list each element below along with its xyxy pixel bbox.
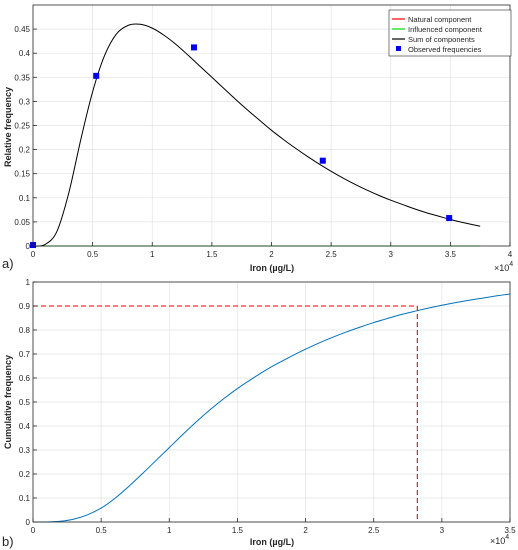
panel-a-y-tick-label-0: 0 [26,242,31,251]
panel-a: 0 0.5 1 1.5 2 2.5 3 3.5 4 0 0.05 0.1 0.15 0.2 0.25 0.3 0… [2,4,513,273]
panel-a-label: a) [2,256,14,271]
panel-b-y-tick-label-9: 0.9 [19,302,31,311]
panel-a-y-tick-label-3: 0.15 [14,170,30,179]
panel-a-x-axis-label: Iron (µg/L) [250,263,294,273]
panel-a-x-tick-label-5: 2.5 [326,250,338,259]
panel-a-x-tick-label-3: 1.5 [206,250,218,259]
panel-a-y-axis-label: Relative frequency [3,87,13,167]
legend-item-influenced: Influenced component [408,25,483,34]
panel-a-x-tick-label-4: 2 [269,250,274,259]
observed-frequency-point [446,215,453,222]
sum-of-components-line [32,23,481,247]
panel-b-x-tick-label-6: 3 [440,526,445,535]
panel-b-y-axis-label: Cumulative frequency [3,355,13,449]
panel-a-y-tick-label-8: 0.4 [19,49,31,58]
panel-b-y-tick-label-1: 0.1 [19,494,31,503]
panel-a-x-tick-label-8: 4 [508,250,513,259]
panel-a-y-tick-label-5: 0.25 [14,122,30,131]
panel-b-y-tick-label-5: 0.5 [19,398,31,407]
observed-frequency-point [93,72,100,79]
panel-b-label: b) [2,534,14,549]
panel-a-x-tick-label-2: 1 [150,250,155,259]
panel-b-x-tick-label-0: 0 [31,526,36,535]
legend-box [388,9,512,57]
panel-a-y-tick-label-7: 0.35 [14,73,30,82]
panel-b-y-tick-label-7: 0.7 [19,350,31,359]
panel-b-y-tick-label-4: 0.4 [19,422,31,431]
panel-a-plot [30,23,481,249]
panel-b-grid [32,281,511,523]
panel-b-y-tick-label-6: 0.6 [19,374,31,383]
panel-b-y-tick-label-0: 0 [26,518,31,527]
panel-a-axes: 0 0.5 1 1.5 2 2.5 3 3.5 4 0 0.05 0.1 0.15 0.2 0.25 0.3 0… [14,4,513,259]
panel-a-y-tick-label-6: 0.3 [19,97,31,106]
panel-a-legend: Natural component Influenced component S… [388,9,512,57]
panel-a-x-exponent: ×104 [494,261,513,273]
panel-b: 0 0.5 1 1.5 2 2.5 3 3.5 0 0.1 0.2 0.3 0.4 0.5 0.6 0.7 0.… [2,278,516,549]
panel-b-x-tick-label-5: 2.5 [368,526,380,535]
observed-frequency-point [190,44,197,51]
panel-b-x-tick-label-4: 2 [303,526,308,535]
legend-item-natural: Natural component [408,15,472,24]
panel-b-x-axis-label: Iron (µg/L) [250,537,294,547]
panel-a-x-tick-label-0: 0 [31,250,36,259]
panel-b-y-tick-label-8: 0.8 [19,326,31,335]
panel-a-y-tick-label-4: 0.2 [19,146,31,155]
panel-b-x-exponent: ×104 [490,534,509,546]
cumulative-frequency-line [32,293,511,523]
panel-b-plot [32,293,511,523]
legend-item-sum: Sum of components [408,35,475,44]
panel-a-x-tick-label-6: 3 [389,250,394,259]
panel-b-x-tick-label-7: 3.5 [504,526,516,535]
panel-a-x-tick-label-1: 0.5 [87,250,99,259]
legend-swatch-observed [396,46,401,51]
panel-a-y-tick-label-2: 0.1 [19,194,31,203]
panel-a-y-tick-label-9: 0.45 [14,25,30,34]
panel-a-x-tick-label-7: 3.5 [445,250,457,259]
panel-b-y-tick-label-2: 0.2 [19,470,31,479]
panel-b-x-tick-label-3: 1.5 [232,526,244,535]
panel-b-axes: 0 0.5 1 1.5 2 2.5 3 3.5 0 0.1 0.2 0.3 0.4 0.5 0.6 0.7 0.… [19,278,516,535]
panel-b-x-tick-label-2: 1 [167,526,172,535]
panel-a-y-tick-label-1: 0.05 [14,218,30,227]
panel-b-x-tick-label-1: 0.5 [96,526,108,535]
legend-item-observed: Observed frequencies [408,45,482,54]
panel-b-y-tick-label-3: 0.3 [19,446,31,455]
panel-a-grid [32,5,511,247]
observed-frequency-point [319,157,326,164]
panel-b-y-tick-label-10: 1 [26,278,31,287]
